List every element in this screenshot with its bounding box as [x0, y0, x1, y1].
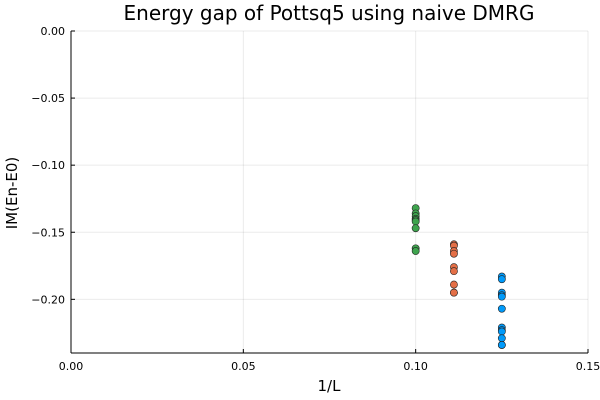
x-tick-label-2: 0.10 — [403, 360, 428, 373]
series-2-point-5 — [411, 217, 420, 226]
series-0-point-4 — [497, 292, 506, 301]
series-0-point-9 — [497, 334, 506, 343]
x-axis-label: 1/L — [318, 377, 342, 395]
x-tick-label-0: 0.00 — [59, 360, 84, 373]
tick-labels: 0.00 0.05 0.10 0.15 0.00 −0.05 −0.10 −0.15 −0.20 — [31, 25, 600, 373]
y-tick-label-4: −0.20 — [31, 293, 65, 306]
series-2-point-8 — [411, 247, 420, 255]
y-tick-label-3: −0.15 — [31, 226, 65, 239]
data-points — [411, 204, 506, 349]
series-2-point-6 — [411, 224, 420, 233]
series-0-point-1 — [497, 275, 506, 284]
series-1-point-5 — [450, 267, 458, 276]
y-tick-label-2: −0.10 — [31, 159, 65, 172]
y-tick-label-1: −0.05 — [31, 92, 65, 105]
grid-lines — [70, 30, 589, 353]
series-1-point-3 — [450, 249, 458, 258]
series-1-point-8 — [450, 288, 458, 297]
series-0-point-8 — [497, 327, 506, 336]
y-axis-label: IM(En-E0) — [3, 157, 21, 230]
y-tick-label-0: 0.00 — [41, 25, 66, 38]
series-0-point-11 — [497, 341, 506, 349]
series-0-point-5 — [497, 304, 506, 313]
x-tick-label-3: 0.15 — [576, 360, 600, 373]
series-1-point-6 — [450, 280, 458, 289]
x-tick-label-1: 0.05 — [231, 360, 256, 373]
axes — [70, 30, 589, 354]
chart-title: Energy gap of Pottsq5 using naive DMRG — [124, 1, 535, 25]
